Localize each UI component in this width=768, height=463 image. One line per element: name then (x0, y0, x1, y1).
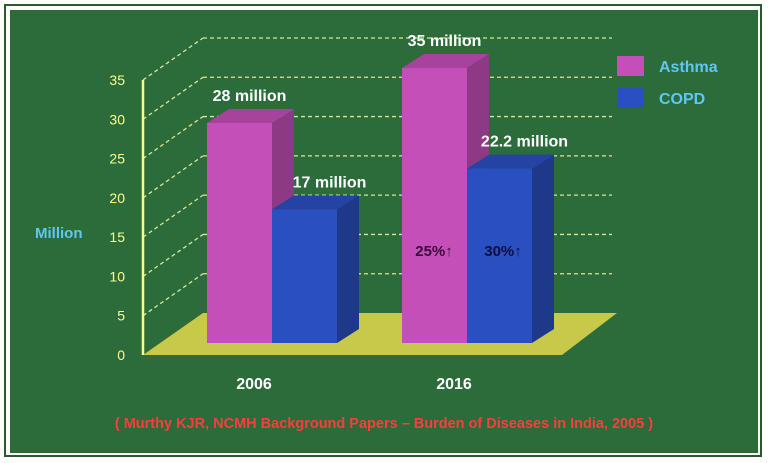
grid-line-diagonal (142, 116, 204, 160)
bar-asthma-2006 (207, 123, 272, 343)
grid-line-diagonal (142, 155, 204, 199)
y-tick-label: 35 (109, 72, 125, 88)
y-tick-label: 5 (117, 308, 125, 324)
y-tick-label: 20 (109, 190, 125, 206)
growth-annotation: 30%↑ (484, 243, 522, 260)
bar-copd-2016 (467, 168, 532, 343)
y-tick-label: 15 (109, 229, 125, 245)
legend-label: Asthma (659, 59, 718, 76)
data-label: 22.2 million (481, 134, 568, 151)
y-tick-label: 30 (109, 111, 125, 127)
bar-asthma-2016 (402, 68, 467, 343)
grid-line-diagonal (142, 76, 204, 120)
y-tick-label: 10 (109, 268, 125, 284)
legend-label: COPD (659, 91, 705, 108)
data-label: 17 million (293, 174, 367, 191)
bar-top-asthma (402, 54, 489, 68)
bar-side-copd (532, 154, 554, 343)
grid-line-diagonal (142, 273, 204, 317)
y-tick-label: 0 (117, 347, 125, 363)
data-label: 35 million (408, 33, 482, 50)
x-tick-label: 2006 (236, 376, 272, 393)
chart-panel (10, 10, 758, 453)
y-tick-label: 25 (109, 151, 125, 167)
bar-side-copd (337, 195, 359, 343)
bar-top-asthma (207, 109, 294, 123)
y-axis-label: Million (35, 225, 83, 242)
bar-top-copd (467, 154, 554, 169)
grid-line-diagonal (142, 37, 204, 81)
legend-swatch-copd (617, 88, 644, 108)
grid-line-diagonal (142, 194, 204, 238)
x-tick-label: 2016 (436, 376, 472, 393)
source-citation: ( Murthy KJR, NCMH Background Papers – B… (115, 416, 653, 432)
grid-line-diagonal (142, 233, 204, 277)
bar-copd-2006 (272, 209, 337, 343)
data-label: 28 million (213, 88, 287, 105)
growth-annotation: 25%↑ (415, 243, 453, 260)
legend-swatch-asthma (617, 56, 644, 76)
bar-top-copd (272, 195, 359, 210)
